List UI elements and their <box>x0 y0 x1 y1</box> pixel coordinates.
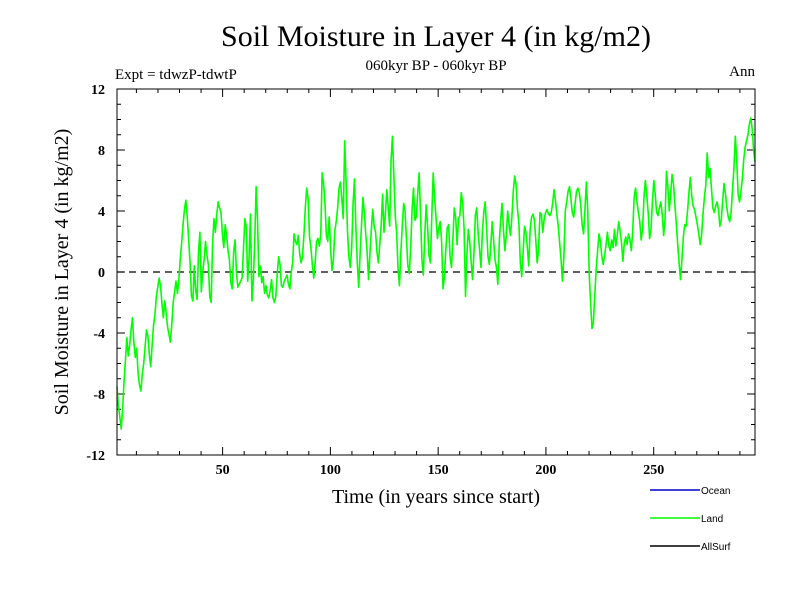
legend: Ocean Land AllSurf <box>650 486 731 553</box>
series-line-land <box>116 117 756 430</box>
period-label: Ann <box>729 64 755 80</box>
x-tick-label: 250 <box>643 463 664 478</box>
legend-label-allsurf: AllSurf <box>701 542 731 553</box>
y-tick-label: 12 <box>91 83 105 98</box>
chart-subtitle: 060kyr BP - 060kyr BP <box>365 58 506 74</box>
y-tick-label: -12 <box>86 449 105 464</box>
y-tick-label: -8 <box>93 388 105 403</box>
axis-ticks: -12 -8 -4 0 4 8 12 50 100 150 200 250 <box>86 83 755 478</box>
experiment-label: Expt = tdwzP-tdwtP <box>115 67 237 83</box>
y-axis-label: Soil Moisture in Layer 4 (in kg/m2) <box>51 129 73 416</box>
y-tick-label: -4 <box>93 327 105 342</box>
legend-label-ocean: Ocean <box>701 486 730 497</box>
x-axis-label: Time (in years since start) <box>332 486 540 508</box>
x-tick-label: 150 <box>428 463 449 478</box>
x-tick-label: 200 <box>535 463 556 478</box>
chart-title: Soil Moisture in Layer 4 (in kg/m2) <box>221 20 651 53</box>
y-tick-label: 0 <box>98 266 105 281</box>
x-tick-label: 100 <box>320 463 341 478</box>
y-tick-label: 4 <box>98 205 105 220</box>
y-tick-label: 8 <box>98 144 105 159</box>
x-tick-label: 50 <box>216 463 230 478</box>
series-layer <box>116 117 756 430</box>
plot-frame <box>116 88 756 456</box>
legend-label-land: Land <box>701 514 723 525</box>
